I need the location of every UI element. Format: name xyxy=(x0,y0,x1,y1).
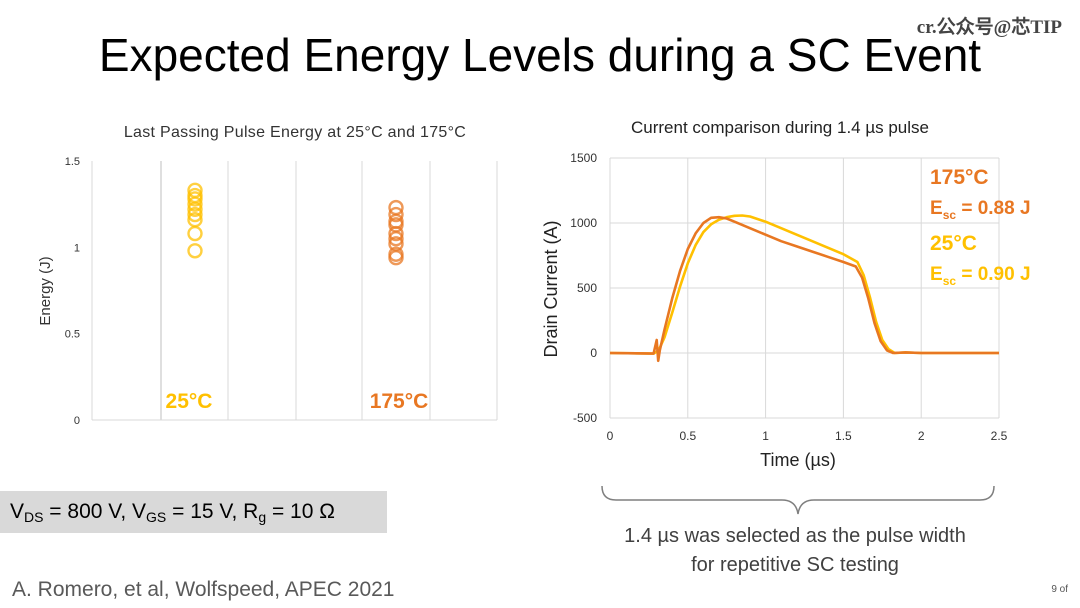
vgs-value: = 15 V, xyxy=(166,500,244,523)
legend-label-175c: 175°C xyxy=(370,390,429,413)
scatter-y-tick-label: 0 xyxy=(74,415,80,427)
citation: A. Romero, et al, Wolfspeed, APEC 2021 xyxy=(12,578,395,601)
page-number: 9 of xyxy=(1051,584,1068,595)
curly-brace xyxy=(601,485,995,515)
annotation-25c-value: = 0.90 J xyxy=(956,264,1030,285)
annotation-25c-sub: sc xyxy=(943,274,957,288)
scatter-point-25c xyxy=(187,206,203,223)
annotation-25c-title: 25°C xyxy=(930,232,977,255)
line-chart-title: Current comparison during 1.4 µs pulse xyxy=(631,118,929,137)
scatter-point-25c xyxy=(187,187,203,204)
annotation-25c-e: E xyxy=(930,264,943,285)
vds-subscript: DS xyxy=(24,509,44,525)
vds-value: = 800 V, xyxy=(43,500,133,523)
scatter-point-25c xyxy=(187,243,203,259)
line-y-axis-label: Drain Current (A) xyxy=(541,220,561,357)
annotation-175c-e: E xyxy=(930,198,943,219)
annotation-175c-title: 175°C xyxy=(930,166,989,189)
scatter-y-tick-label: 1 xyxy=(74,242,80,254)
line-x-axis-label: Time (µs) xyxy=(760,450,836,470)
series-line-175c xyxy=(609,215,999,363)
note-line-2: for repetitive SC testing xyxy=(691,554,899,576)
line-x-tick-label: 2.5 xyxy=(991,429,1008,443)
annotation-25c-energy: Esc = 0.90 J xyxy=(930,264,1031,288)
slide-title: Expected Energy Levels during a SC Event xyxy=(98,29,982,81)
line-x-tick-label: 2 xyxy=(918,429,925,443)
vds-symbol: V xyxy=(10,500,25,523)
note-line-1: 1.4 µs was selected as the pulse width xyxy=(624,525,966,547)
vgs-subscript: GS xyxy=(146,509,167,525)
vgs-symbol: V xyxy=(132,500,147,523)
line-x-tick-label: 1.5 xyxy=(835,429,852,443)
line-y-tick-label: -500 xyxy=(573,411,597,425)
scatter-point-175c xyxy=(388,199,404,216)
rg-symbol: R xyxy=(243,500,259,523)
line-y-tick-label: 1500 xyxy=(570,151,597,165)
line-x-tick-label: 0 xyxy=(607,429,614,443)
rg-value: = 10 Ω xyxy=(266,500,335,523)
scatter-point-25c xyxy=(187,225,203,242)
scatter-gridlines xyxy=(91,161,498,421)
line-x-tick-label: 1 xyxy=(762,429,769,443)
line-x-tick-label: 0.5 xyxy=(679,429,696,443)
scatter-y-axis-label: Energy (J) xyxy=(37,256,54,325)
scatter-chart-title: Last Passing Pulse Energy at 25°C and 17… xyxy=(123,124,467,141)
scatter-point-25c xyxy=(187,182,203,199)
annotation-175c-sub: sc xyxy=(943,208,957,222)
annotation-175c-energy: Esc = 0.88 J xyxy=(930,198,1031,222)
scatter-point-175c xyxy=(388,206,404,223)
annotation-175c-value: = 0.88 J xyxy=(956,198,1030,219)
scatter-point-25c xyxy=(187,212,203,228)
scatter-point-175c xyxy=(388,246,404,262)
test-parameters: VDS = 800 V, VGS = 15 V, Rg = 10 Ω xyxy=(0,491,387,533)
watermark: cr.公众号@芯TIP xyxy=(916,17,1062,38)
legend-label-25c: 25°C xyxy=(166,390,213,413)
rg-subscript: g xyxy=(258,509,267,525)
scatter-point-175c xyxy=(388,236,404,252)
line-y-tick-label: 0 xyxy=(590,346,597,360)
scatter-y-tick-label: 1.5 xyxy=(65,156,80,168)
line-y-tick-label: 500 xyxy=(577,281,597,295)
series-line-25c xyxy=(609,214,999,355)
line-y-tick-label: 1000 xyxy=(570,216,597,230)
scatter-y-tick-label: 0.5 xyxy=(65,329,80,341)
pulse-width-note: 1.4 µs was selected as the pulse width fo… xyxy=(590,522,1000,580)
